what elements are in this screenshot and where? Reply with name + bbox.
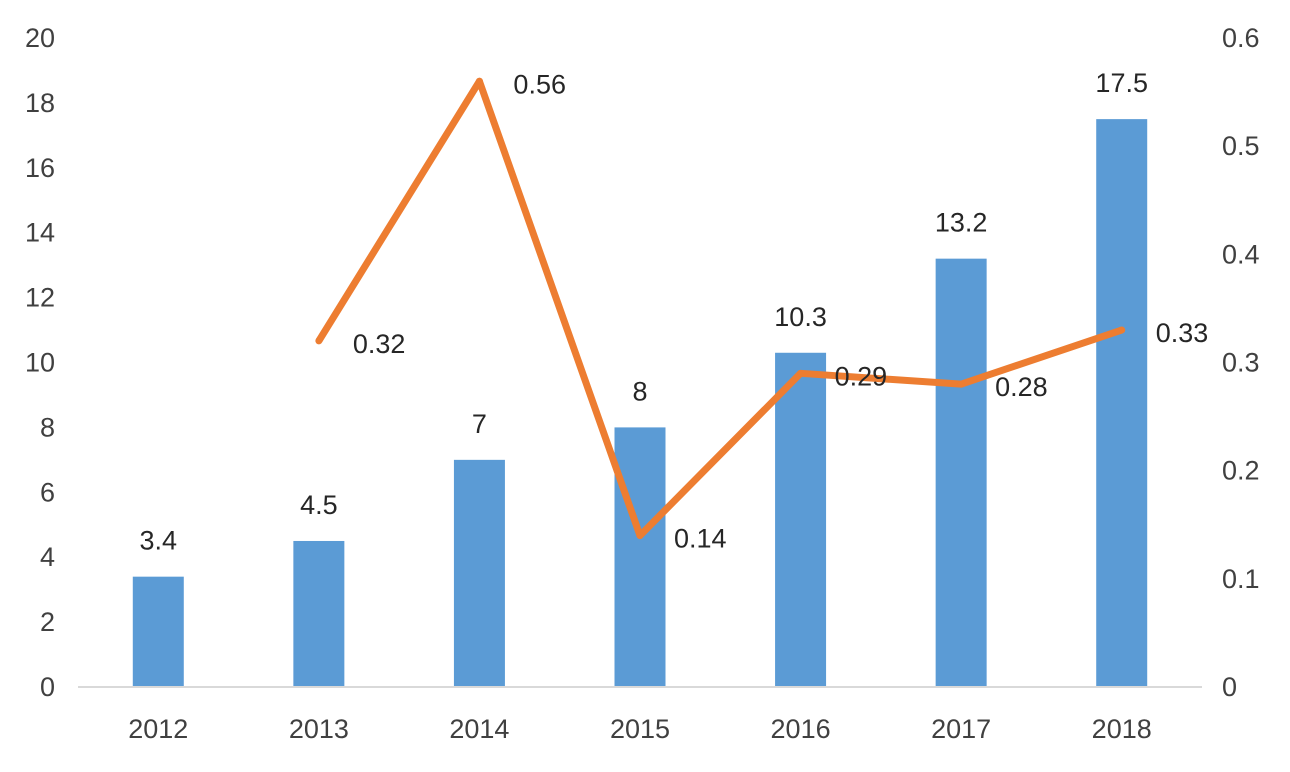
right-y-axis: 0 0.1 0.2 0.3 0.4 0.5 0.6 — [1222, 23, 1260, 702]
left-y-axis: 0 2 4 6 8 10 12 14 16 18 20 — [25, 23, 55, 702]
x-axis-tick-label: 2018 — [1092, 714, 1152, 744]
x-axis-tick-label: 2015 — [610, 714, 670, 744]
line-point — [636, 532, 644, 540]
left-axis-tick-label: 14 — [25, 218, 55, 248]
left-axis-tick-label: 12 — [25, 283, 55, 313]
line-data-label: 0.33 — [1156, 318, 1209, 348]
bar — [775, 352, 827, 687]
line-data-label: 0.29 — [835, 361, 888, 391]
line-point — [797, 369, 805, 377]
line-point — [957, 380, 965, 388]
left-axis-tick-label: 10 — [25, 348, 55, 378]
bar — [614, 427, 666, 687]
left-axis-tick-label: 18 — [25, 88, 55, 118]
left-axis-tick-label: 2 — [40, 607, 55, 637]
line-series — [315, 77, 1126, 540]
left-axis-tick-label: 0 — [40, 672, 55, 702]
x-axis-tick-label: 2014 — [449, 714, 509, 744]
line-data-label: 0.56 — [513, 69, 566, 99]
line-data-label: 0.28 — [995, 372, 1048, 402]
bar — [935, 258, 987, 687]
right-axis-tick-label: 0.6 — [1222, 23, 1260, 53]
bar-data-label: 10.3 — [774, 302, 827, 332]
right-axis-tick-label: 0.2 — [1222, 456, 1260, 486]
line-data-label: 0.32 — [353, 329, 406, 359]
x-axis-tick-label: 2017 — [931, 714, 991, 744]
bar — [453, 459, 505, 687]
bar — [1096, 119, 1148, 687]
right-axis-tick-label: 0.1 — [1222, 564, 1260, 594]
right-axis-tick-label: 0.4 — [1222, 239, 1260, 269]
left-axis-tick-label: 16 — [25, 153, 55, 183]
bar-data-label: 4.5 — [300, 490, 338, 520]
line-point — [1118, 326, 1126, 334]
line-data-labels: 0.32 0.56 0.14 0.29 0.28 0.33 — [353, 69, 1208, 553]
left-axis-tick-label: 20 — [25, 23, 55, 53]
bar — [132, 576, 184, 687]
line-point — [475, 77, 483, 85]
left-axis-tick-label: 8 — [40, 412, 55, 442]
bar-data-labels: 3.4 4.5 7 8 10.3 13.2 17.5 — [140, 68, 1148, 556]
line-data-label: 0.14 — [674, 524, 727, 554]
bar-data-label: 7 — [472, 409, 487, 439]
right-axis-tick-label: 0.5 — [1222, 131, 1260, 161]
bar-data-label: 8 — [632, 376, 647, 406]
bar-data-label: 13.2 — [935, 208, 988, 238]
line-path — [315, 77, 1123, 540]
x-axis-tick-label: 2016 — [771, 714, 831, 744]
left-axis-tick-label: 4 — [40, 542, 55, 572]
bar-data-label: 17.5 — [1095, 68, 1148, 98]
bar-series — [132, 119, 1148, 687]
x-axis-tick-label: 2013 — [289, 714, 349, 744]
x-axis: 2012 2013 2014 2015 2016 2017 2018 — [128, 714, 1152, 744]
x-axis-tick-label: 2012 — [128, 714, 188, 744]
right-axis-tick-label: 0.3 — [1222, 348, 1260, 378]
right-axis-tick-label: 0 — [1222, 672, 1237, 702]
left-axis-tick-label: 6 — [40, 477, 55, 507]
bar-data-label: 3.4 — [140, 526, 178, 556]
line-point — [315, 337, 323, 345]
bar — [293, 540, 345, 687]
